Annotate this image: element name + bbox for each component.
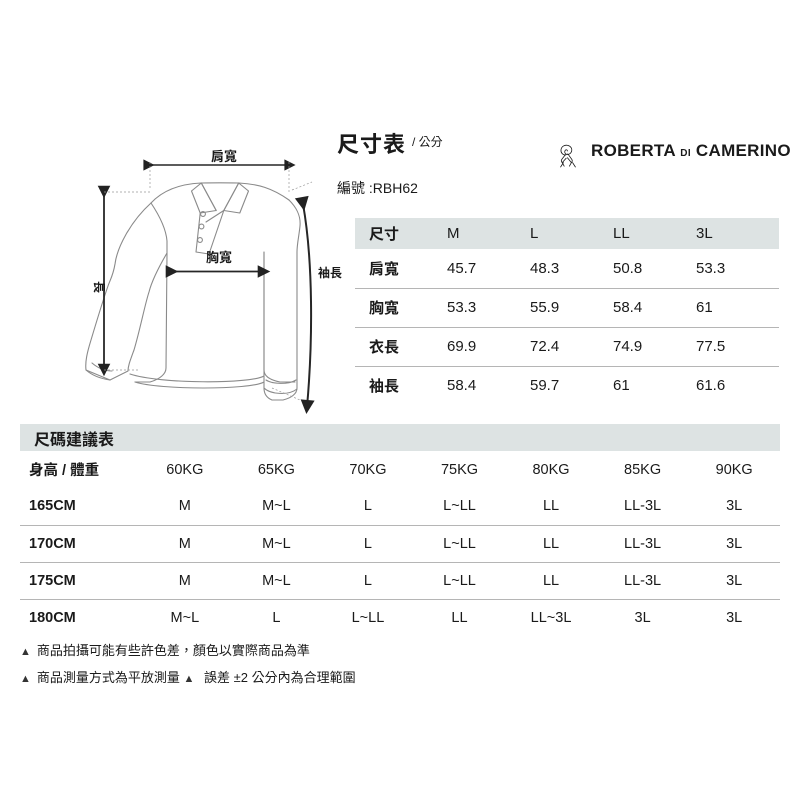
svg-text:袖長: 袖長 (318, 265, 342, 280)
svg-text:長: 長 (92, 281, 106, 293)
svg-text:肩寬: 肩寬 (211, 149, 237, 164)
svg-text:胸寬: 胸寬 (206, 250, 232, 265)
